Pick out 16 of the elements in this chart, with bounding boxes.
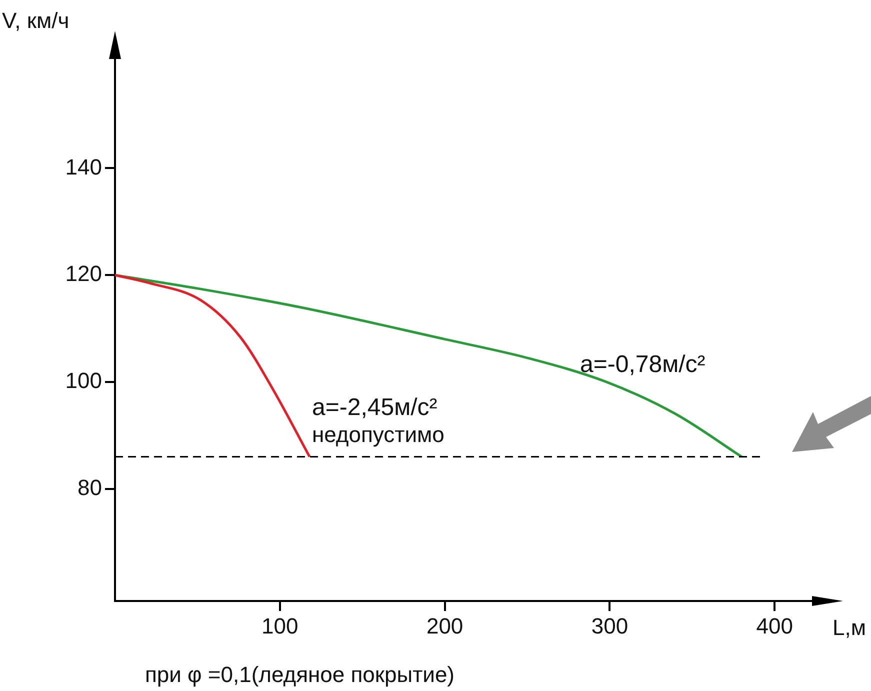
y-axis-title: V, км/ч [2,8,70,33]
y-tick-label: 140 [65,154,102,180]
annotation: a=-2,45м/с² [312,394,438,421]
y-tick-label: 100 [65,368,102,394]
line-series [115,274,743,458]
annotation: a=-0,78м/с² [580,351,706,378]
y-tick-label: 120 [65,261,102,286]
annotation: недопустимо [312,422,444,447]
x-tick-label: 300 [591,613,628,638]
x-tick-label: 200 [426,613,464,638]
x-tick-label: 100 [262,613,298,638]
line-series [115,274,311,458]
y-tick-label: 80 [78,474,102,500]
text: при φ =0,1(ледяное покрытие) [145,662,455,687]
x-tick-label: 400 [756,613,793,638]
x-axis-title: L,м [832,615,866,640]
